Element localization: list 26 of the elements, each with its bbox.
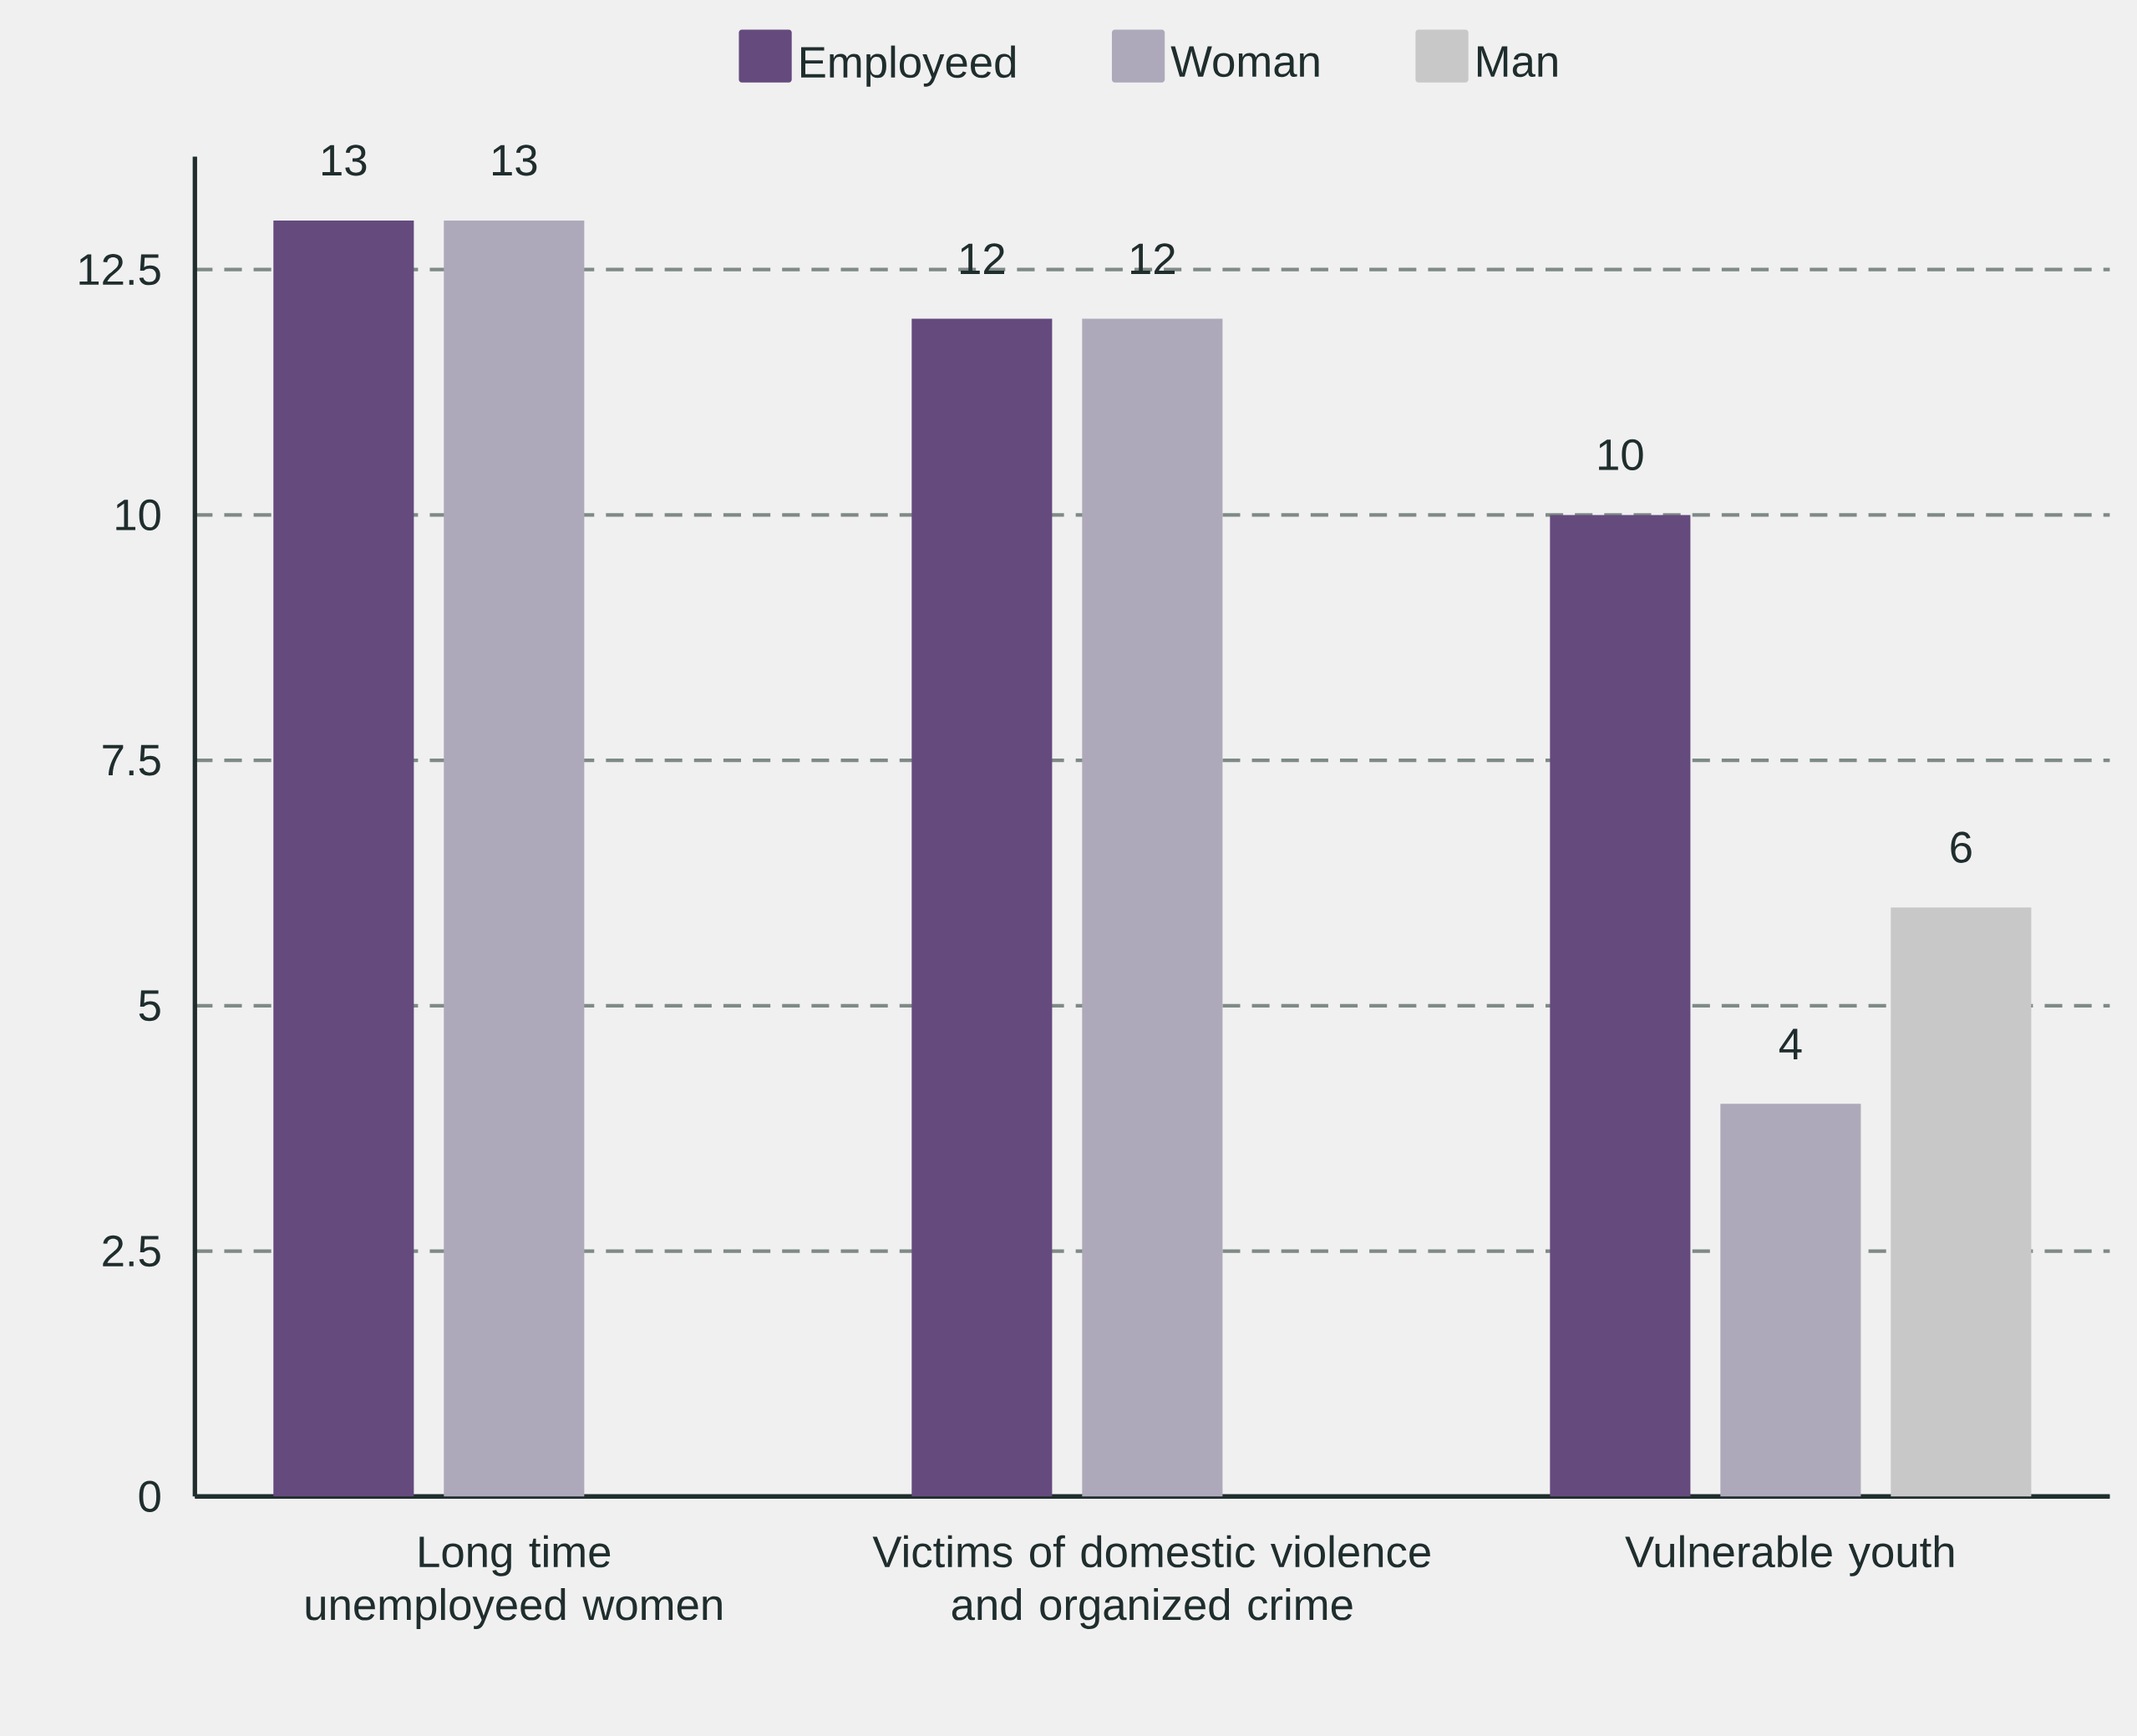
legend-label: Woman bbox=[1170, 46, 1319, 78]
bar bbox=[911, 318, 1053, 1497]
bar bbox=[444, 220, 585, 1497]
data-label: 13 bbox=[322, 145, 367, 176]
x-tick-label: Vulnerable youth bbox=[1625, 1535, 1954, 1576]
y-tick-label: 0 bbox=[139, 1480, 160, 1512]
y-tick-label: 10 bbox=[116, 499, 160, 530]
bar bbox=[1550, 515, 1691, 1497]
x-tick-label: Victims of domestic violence and organized crime bbox=[872, 1535, 1430, 1629]
y-tick-label: 5 bbox=[139, 990, 160, 1022]
y-tick-label: 12.5 bbox=[79, 253, 160, 286]
bar bbox=[1720, 1104, 1861, 1497]
bar bbox=[273, 220, 414, 1497]
data-label: 13 bbox=[493, 145, 537, 176]
data-label: 12 bbox=[961, 243, 1005, 274]
data-label: 12 bbox=[1131, 243, 1175, 274]
x-tick-label: Long time unemployeed women bbox=[306, 1535, 722, 1629]
data-label: 10 bbox=[1599, 439, 1643, 470]
legend-label: Employeed bbox=[801, 45, 1016, 87]
bar bbox=[1891, 907, 2032, 1497]
data-label: 4 bbox=[1779, 1028, 1802, 1059]
y-tick-label: 7.5 bbox=[103, 744, 160, 776]
data-label: 6 bbox=[1951, 831, 1972, 863]
bar bbox=[1082, 318, 1223, 1497]
legend-label: Man bbox=[1477, 46, 1557, 78]
y-tick-label: 2.5 bbox=[103, 1235, 160, 1266]
